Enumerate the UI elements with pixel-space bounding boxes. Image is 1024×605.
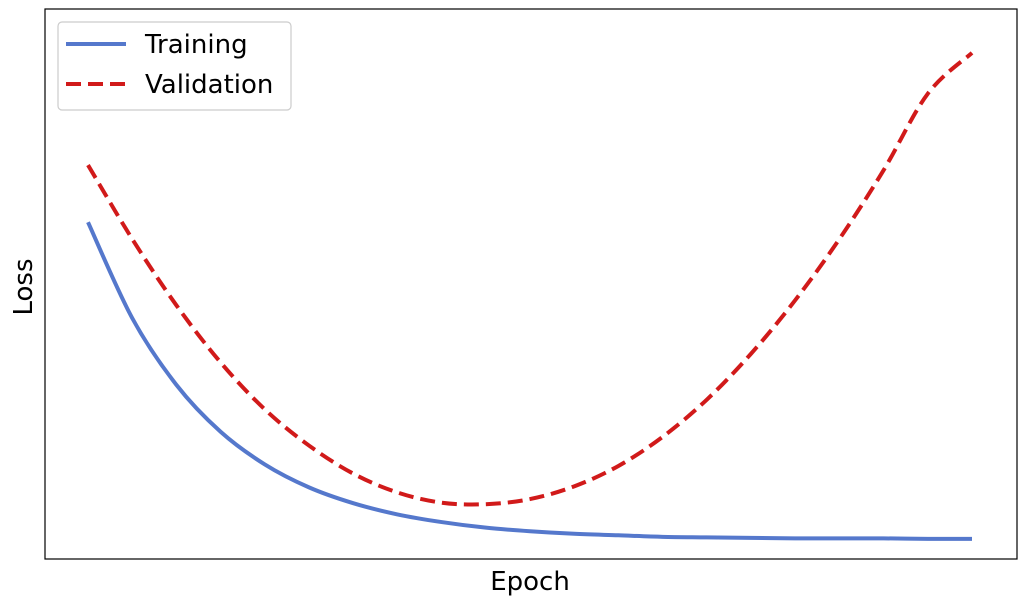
plot-frame [44,8,1018,560]
legend: Training Validation [57,21,292,111]
x-axis-label: Epoch [490,567,570,597]
series-layer [86,51,974,541]
legend-label-validation: Validation [145,70,273,100]
series-line-training [86,221,973,541]
series-line-validation [86,51,974,507]
y-axis-label: Loss [9,258,39,315]
legend-label-training: Training [144,30,248,60]
